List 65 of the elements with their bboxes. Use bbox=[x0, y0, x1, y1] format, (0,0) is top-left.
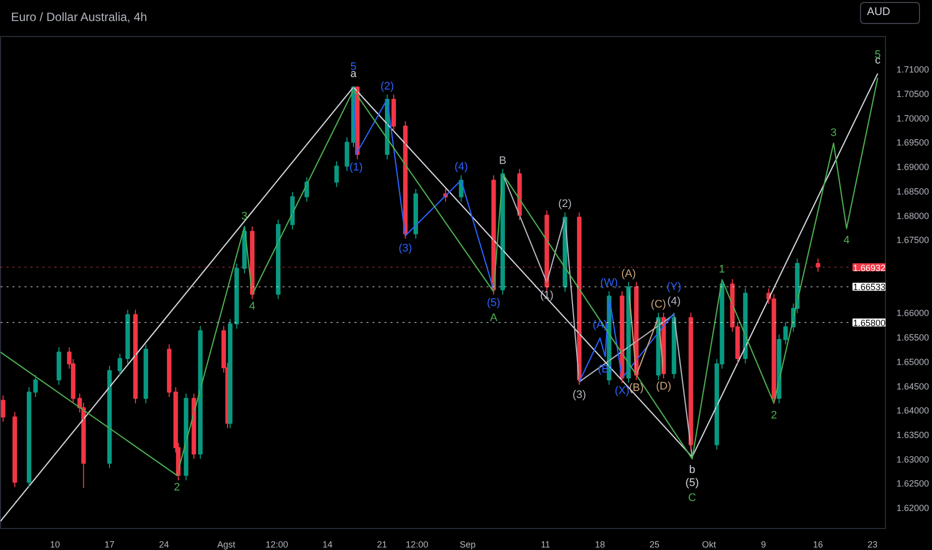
annotation: 4 bbox=[844, 234, 850, 246]
annotation: (C) bbox=[650, 298, 666, 311]
y-tick-label: 1.70500 bbox=[896, 88, 930, 99]
annotation: (B) bbox=[629, 382, 644, 394]
annotation: (3) bbox=[398, 242, 412, 255]
x-tick-label: 18 bbox=[595, 540, 606, 550]
annotation: (2) bbox=[558, 198, 572, 210]
ref-line-label: 1.66533 bbox=[852, 282, 886, 292]
x-tick-label: 10 bbox=[50, 540, 60, 550]
y-tick-label: 1.64500 bbox=[896, 381, 930, 392]
x-tick-label: 16 bbox=[813, 540, 824, 550]
text: AUD bbox=[867, 5, 890, 20]
y-tick-label: 1.68000 bbox=[896, 210, 930, 221]
chart-title: Euro / Dollar Australia, 4h bbox=[11, 9, 148, 26]
y-tick-label: 1.64000 bbox=[896, 406, 930, 416]
annotation: 3 bbox=[241, 210, 248, 222]
annotation: (D) bbox=[656, 380, 672, 393]
x-tick-label: 12:00 bbox=[406, 540, 428, 550]
y-tick-label: 1.65500 bbox=[896, 332, 930, 343]
annotation: (2) bbox=[380, 80, 394, 92]
annotation: (4) bbox=[667, 296, 681, 308]
annotation: (5) bbox=[486, 296, 500, 309]
annotation: (5) bbox=[685, 476, 699, 489]
annotation: (X) bbox=[614, 384, 630, 397]
x-tick-label: 14 bbox=[322, 540, 333, 550]
x-tick-label: 21 bbox=[377, 540, 388, 550]
annotation: 4 bbox=[249, 300, 256, 313]
x-tick-label: 23 bbox=[868, 540, 878, 550]
annotation: (1) bbox=[349, 161, 363, 174]
y-tick-label: 1.69500 bbox=[896, 138, 930, 148]
annotation: B bbox=[499, 154, 506, 167]
x-tick-label: 25 bbox=[650, 540, 660, 550]
x-tick-label: 12:00 bbox=[266, 540, 288, 550]
y-tick-label: 1.67500 bbox=[896, 235, 930, 246]
x-tick-label: Okt bbox=[702, 540, 717, 550]
ref-line-label: 1.65800 bbox=[852, 318, 886, 328]
annotation: A bbox=[490, 312, 498, 324]
y-tick-label: 1.71000 bbox=[896, 64, 930, 75]
y-tick-label: 1.62500 bbox=[896, 478, 930, 489]
annotation: (Y) bbox=[666, 281, 682, 294]
annotation: 2 bbox=[174, 481, 180, 494]
y-tick-label: 1.62000 bbox=[896, 503, 930, 514]
annotation: 1 bbox=[718, 264, 726, 276]
annotation: 3 bbox=[830, 127, 837, 140]
annotation: b bbox=[689, 464, 696, 476]
y-tick-label: 1.63000 bbox=[896, 454, 930, 464]
annotation: C bbox=[688, 492, 696, 504]
x-tick-label: 24 bbox=[159, 540, 170, 550]
annotation: (W) bbox=[600, 277, 618, 290]
y-tick-label: 1.68500 bbox=[896, 186, 930, 196]
x-tick-label: Agst bbox=[217, 540, 236, 550]
y-tick-label: 1.63500 bbox=[896, 430, 930, 440]
x-tick-label: 17 bbox=[104, 540, 115, 550]
y-tick-label: 1.65000 bbox=[896, 356, 930, 367]
x-tick-label: Sep bbox=[460, 540, 476, 550]
x-tick-label: 9 bbox=[761, 540, 766, 550]
y-tick-label: 1.70000 bbox=[896, 113, 930, 124]
y-tick-label: 1.66000 bbox=[896, 308, 930, 318]
ref-line-label: 1.66932 bbox=[852, 262, 886, 273]
annotation: (3) bbox=[572, 388, 586, 401]
annotation: (4) bbox=[454, 161, 468, 174]
annotation: 2 bbox=[770, 409, 777, 422]
annotation: (A) bbox=[621, 268, 636, 280]
y-tick-label: 1.69000 bbox=[896, 162, 930, 172]
x-tick-label: 11 bbox=[540, 540, 550, 550]
